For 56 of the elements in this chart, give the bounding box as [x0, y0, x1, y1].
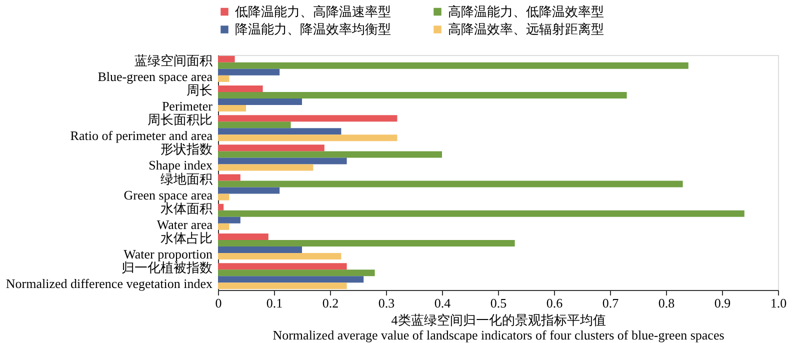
- y-tick-label: 形状指数 Shape index: [148, 142, 213, 173]
- y-tick-label: 水体占比 Water proportion: [124, 230, 213, 262]
- bar: [218, 144, 324, 152]
- bar: [218, 246, 302, 254]
- legend-label: 高降温能力、低降温效率型: [448, 4, 604, 19]
- bar: [218, 158, 347, 164]
- x-tick-label: 0.5: [490, 296, 507, 310]
- x-tick-label: 0.4: [434, 296, 452, 310]
- y-tick-label: 绿地面积 Green space area: [124, 171, 213, 202]
- bar: [218, 128, 342, 135]
- y-tick-label: 蓝绿空间面积 Blue-green space area: [98, 52, 213, 84]
- bar: [218, 194, 230, 200]
- bar: [218, 164, 314, 171]
- bar: [218, 204, 224, 210]
- x-tick-label: 1.0: [770, 296, 787, 310]
- x-tick-label: 0.3: [378, 296, 395, 310]
- x-tick-label: 0.7: [602, 296, 620, 310]
- x-tick-label: 0: [215, 296, 222, 310]
- x-tick-label: 0.8: [658, 296, 675, 310]
- y-tick-label: 归一化植被指数 Normalized difference vegetation index: [6, 260, 213, 292]
- bar: [218, 240, 515, 246]
- bar: [218, 187, 280, 194]
- bar: [218, 282, 347, 290]
- bar: [218, 210, 744, 217]
- bar: [218, 180, 683, 188]
- bar: [218, 216, 240, 224]
- y-tick-label: 周长面积比 Ratio of perimeter and area: [70, 112, 213, 144]
- legend-label: 低降温能力、高降温速率型: [235, 4, 391, 19]
- x-tick-label: 0.2: [322, 296, 339, 310]
- bar: [218, 68, 280, 76]
- y-tick-label: 水体面积 Water area: [156, 200, 213, 232]
- bar: [218, 174, 240, 181]
- bar: [218, 223, 230, 230]
- legend-label: 高降温效率、远辐射距离型: [448, 22, 604, 36]
- x-tick-label: 0.1: [266, 296, 283, 310]
- bar: [218, 270, 375, 276]
- bar: [218, 115, 398, 122]
- legend-label: 降温能力、降温效率均衡型: [235, 22, 391, 36]
- bar: [218, 92, 627, 99]
- bar: [218, 105, 246, 112]
- bar: [218, 85, 263, 92]
- x-tick-label: 0.9: [714, 296, 731, 310]
- y-tick-label: 周长 Perimeter: [162, 82, 214, 114]
- x-tick-label: 0.6: [546, 296, 564, 310]
- bar: [218, 253, 342, 260]
- bar: [218, 122, 291, 128]
- bar: [218, 62, 688, 69]
- bar: [218, 98, 302, 106]
- bar: [218, 151, 442, 158]
- bar: [218, 56, 235, 62]
- x-axis-title: 4类蓝绿空间归一化的景观指标平均值 Normalized average value of landscape indicators of four clusters of blue-green spaces: [272, 312, 724, 342]
- bar: [218, 134, 398, 142]
- bar: [218, 263, 347, 270]
- bar: [218, 233, 268, 240]
- bar: [218, 75, 230, 82]
- bar: [218, 276, 364, 283]
